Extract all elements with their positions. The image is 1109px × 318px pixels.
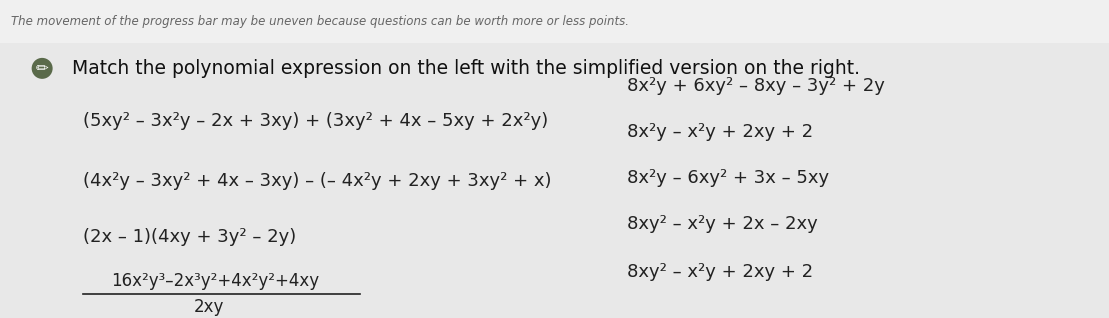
Text: (4x²y – 3xy² + 4x – 3xy) – (– 4x²y + 2xy + 3xy² + x): (4x²y – 3xy² + 4x – 3xy) – (– 4x²y + 2xy… bbox=[83, 172, 551, 190]
Text: 16x²y³–2x³y²+4x²y²+4xy: 16x²y³–2x³y²+4x²y²+4xy bbox=[111, 273, 319, 290]
Text: Match the polynomial expression on the left with the simplified version on the r: Match the polynomial expression on the l… bbox=[72, 59, 861, 78]
Text: 8x²y – 6xy² + 3x – 5xy: 8x²y – 6xy² + 3x – 5xy bbox=[627, 169, 828, 187]
Text: 8x²y + 6xy² – 8xy – 3y² + 2y: 8x²y + 6xy² – 8xy – 3y² + 2y bbox=[627, 77, 885, 95]
Ellipse shape bbox=[32, 58, 52, 79]
Text: (5xy² – 3x²y – 2x + 3xy) + (3xy² + 4x – 5xy + 2x²y): (5xy² – 3x²y – 2x + 3xy) + (3xy² + 4x – … bbox=[83, 112, 549, 130]
Text: 8x²y – x²y + 2xy + 2: 8x²y – x²y + 2xy + 2 bbox=[627, 123, 813, 141]
Text: 8xy² – x²y + 2x – 2xy: 8xy² – x²y + 2x – 2xy bbox=[627, 215, 817, 233]
FancyBboxPatch shape bbox=[0, 0, 1109, 43]
Text: 2xy: 2xy bbox=[194, 298, 224, 316]
Text: The movement of the progress bar may be uneven because questions can be worth mo: The movement of the progress bar may be … bbox=[11, 15, 629, 28]
Text: 8xy² – x²y + 2xy + 2: 8xy² – x²y + 2xy + 2 bbox=[627, 263, 813, 281]
Text: ✏: ✏ bbox=[35, 61, 49, 76]
Text: (2x – 1)(4xy + 3y² – 2y): (2x – 1)(4xy + 3y² – 2y) bbox=[83, 228, 296, 246]
